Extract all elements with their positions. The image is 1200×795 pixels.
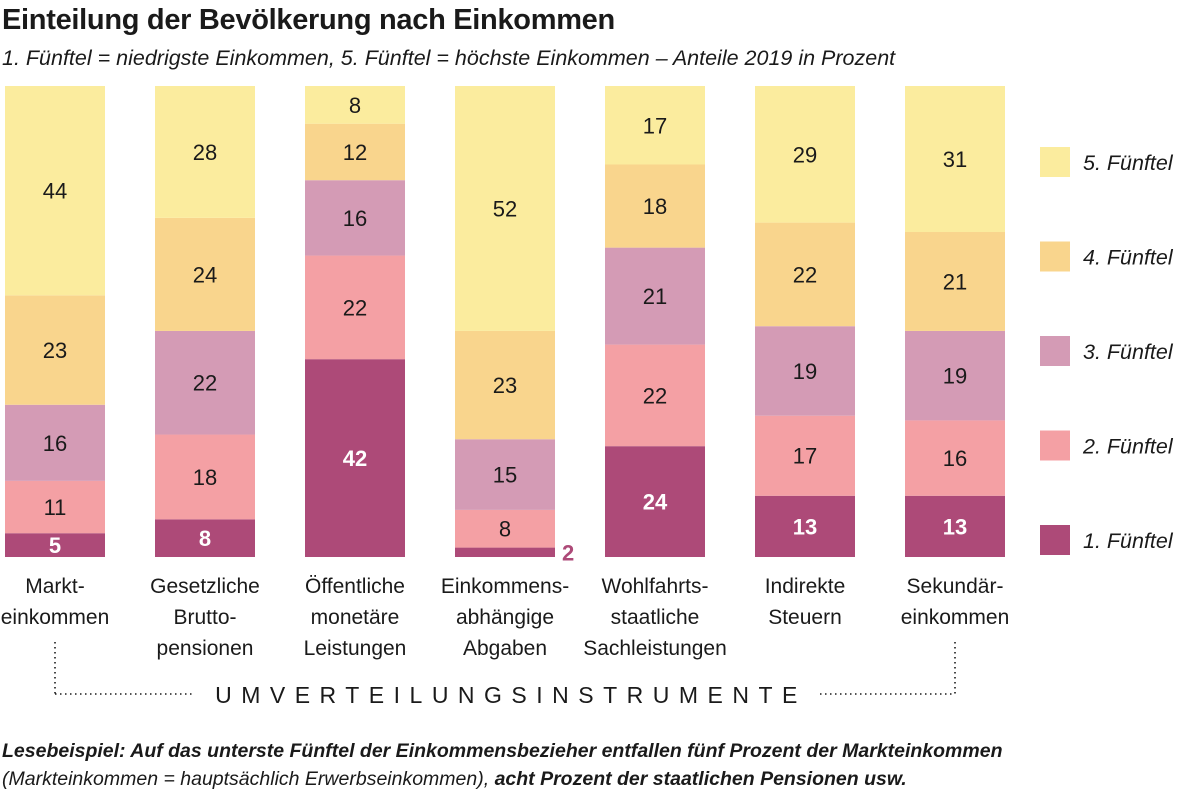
bars-layer: 5111623448182224284222161282815235224222…	[5, 86, 1005, 565]
segment-label-c5-2-fuenftel: 22	[643, 383, 667, 408]
category-label-3: Öffentliche monetäre Leistungen	[304, 575, 407, 660]
legend-swatch-5-fuenftel	[1040, 147, 1070, 177]
legend-swatch-2-fuenftel	[1040, 431, 1070, 461]
category-label-1: Markt-einkommen	[1, 575, 110, 629]
segment-label-c7-4-fuenftel: 21	[943, 269, 967, 294]
segment-label-c4-5-fuenftel: 52	[493, 196, 517, 221]
segment-label-c5-1-fuenftel: 24	[643, 490, 668, 515]
segment-label-c3-1-fuenftel: 42	[343, 446, 367, 471]
legend-label-5-fuenftel: 5. Fünftel	[1083, 151, 1174, 175]
segment-label-c6-2-fuenftel: 17	[793, 444, 817, 469]
category-labels: Markt-einkommen Gesetzliche Brutto-pension…	[1, 575, 1010, 660]
bracket-label: UMVERTEILUNGSINSTRUMENTE	[0, 682, 1012, 709]
note-line-2: (Markteinkommen = hauptsächlich Erwerbse…	[2, 765, 1192, 793]
segment-label-c7-2-fuenftel: 16	[943, 446, 967, 471]
note-line-2-bold: acht Prozent der staatlichen Pensionen u…	[495, 768, 907, 790]
segment-label-c2-5-fuenftel: 28	[193, 140, 217, 165]
note-line-2-plain: (Markteinkommen = hauptsächlich Erwerbse…	[2, 768, 489, 790]
segment-label-c7-3-fuenftel: 19	[943, 364, 967, 389]
category-label-4: Einkommens-abhängige Abgaben	[441, 575, 569, 660]
segment-label-c4-2-fuenftel: 8	[499, 517, 511, 542]
bar-segment-c4-1-fuenftel	[455, 548, 555, 557]
segment-label-c5-4-fuenftel: 18	[643, 194, 667, 219]
segment-label-c6-1-fuenftel: 13	[793, 514, 817, 539]
category-label-2: Gesetzliche Brutto-pensionen	[150, 575, 260, 660]
category-label-5: Wohlfahrts-staatliche Sachleistungen	[583, 575, 727, 660]
note-line-1: Lesebeispiel: Auf das unterste Fünftel d…	[2, 737, 1192, 765]
segment-label-c3-4-fuenftel: 12	[343, 140, 367, 165]
legend-label-1-fuenftel: 1. Fünftel	[1083, 529, 1174, 553]
segment-label-c1-2-fuenftel: 11	[44, 495, 67, 520]
segment-label-c1-3-fuenftel: 16	[43, 431, 67, 456]
segment-label-c2-4-fuenftel: 24	[193, 262, 217, 287]
bracket-label-text: UMVERTEILUNGSINSTRUMENTE	[195, 682, 817, 708]
segment-label-c3-5-fuenftel: 8	[349, 93, 361, 118]
segment-label-c4-3-fuenftel: 15	[493, 463, 517, 488]
legend-swatch-1-fuenftel	[1040, 525, 1070, 555]
segment-label-c1-5-fuenftel: 44	[43, 179, 67, 204]
legend: 5. Fünftel 4. Fünftel 3. Fünftel 2. Fünftel…	[1040, 147, 1174, 555]
segment-label-c2-2-fuenftel: 18	[193, 465, 217, 490]
legend-label-2-fuenftel: 2. Fünftel	[1082, 435, 1174, 459]
segment-label-c7-5-fuenftel: 31	[943, 147, 967, 172]
reading-example-note: Lesebeispiel: Auf das unterste Fünftel d…	[2, 737, 1192, 793]
segment-label-c2-3-fuenftel: 22	[193, 371, 217, 396]
segment-label-c4-4-fuenftel: 23	[493, 373, 517, 398]
legend-swatch-4-fuenftel	[1040, 242, 1070, 272]
segment-label-c7-1-fuenftel: 13	[943, 514, 967, 539]
segment-label-c5-3-fuenftel: 21	[643, 284, 667, 309]
segment-label-c1-4-fuenftel: 23	[43, 338, 67, 363]
legend-label-3-fuenftel: 3. Fünftel	[1083, 340, 1174, 364]
segment-label-c5-5-fuenftel: 17	[643, 113, 667, 138]
segment-label-c2-1-fuenftel: 8	[199, 526, 211, 551]
category-label-6: Indirekte Steuern	[765, 575, 846, 629]
segment-label-c3-2-fuenftel: 22	[343, 295, 367, 320]
segment-label-c1-1-fuenftel: 5	[49, 533, 61, 558]
segment-label-c3-3-fuenftel: 16	[343, 206, 367, 231]
category-label-7: Sekundär-einkommen	[901, 575, 1010, 629]
segment-label-c6-5-fuenftel: 29	[793, 142, 817, 167]
segment-label-c4-1-fuenftel: 2	[562, 540, 574, 565]
segment-label-c6-4-fuenftel: 22	[793, 262, 817, 287]
legend-label-4-fuenftel: 4. Fünftel	[1083, 246, 1174, 270]
stacked-bar-chart: 5111623448182224284222161282815235224222…	[0, 0, 1200, 795]
segment-label-c6-3-fuenftel: 19	[793, 359, 817, 384]
legend-swatch-3-fuenftel	[1040, 336, 1070, 366]
